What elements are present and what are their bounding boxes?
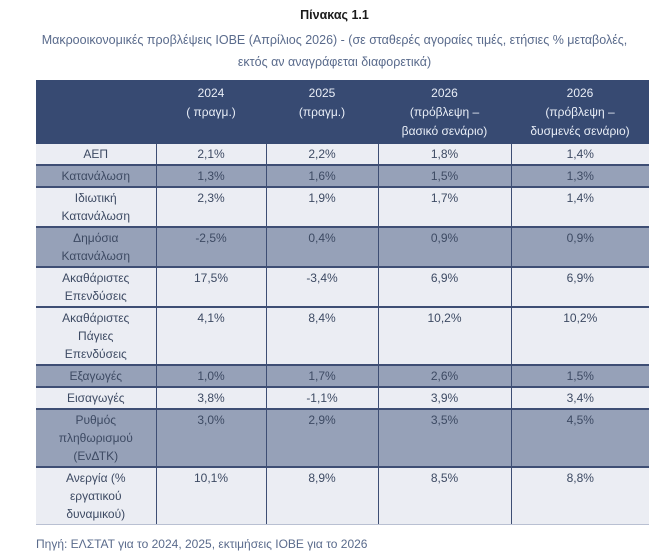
cell-value: 4,5%: [510, 409, 649, 468]
col-header-2024: 2024 ( πραγμ.): [156, 80, 266, 144]
cell-value: 8,8%: [510, 467, 649, 525]
cell-value: 1,9%: [265, 187, 378, 228]
header-row: 2024 ( πραγμ.) 2025 (πραγμ.) 2026 (πρόβλ…: [36, 80, 649, 144]
cell-value: 1,5%: [510, 365, 649, 388]
table-subtitle: Μακροοικονομικές προβλέψεις ΙΟΒΕ (Απρίλι…: [41, 33, 628, 69]
row-label: Κατανάλωση: [36, 165, 156, 188]
table-row: Ακαθάριστες Πάγιες Επενδύσεις 4,1% 8,4% …: [36, 307, 649, 366]
cell-value: 1,8%: [377, 144, 511, 166]
table-row: Ακαθάριστες Επενδύσεις 17,5% -3,4% 6,9% …: [36, 267, 649, 308]
cell-value: 1,4%: [510, 144, 649, 166]
cell-value: 0,9%: [510, 227, 649, 268]
cell-value: 1,5%: [377, 165, 511, 188]
cell-value: 3,9%: [377, 387, 511, 410]
cell-value: 1,0%: [155, 365, 266, 388]
row-label: Ακαθάριστες Επενδύσεις: [36, 267, 156, 308]
table-row: Κατανάλωση 1,3% 1,6% 1,5% 1,3%: [36, 165, 649, 188]
table-row: Εισαγωγές 3,8% -1,1% 3,9% 3,4%: [36, 387, 649, 410]
cell-value: 1,3%: [155, 165, 266, 188]
cell-value: 2,3%: [155, 187, 266, 228]
cell-value: -2,5%: [155, 227, 266, 268]
cell-value: 10,2%: [510, 307, 649, 366]
col-header-2025: 2025 (πραγμ.): [266, 80, 378, 144]
cell-value: 2,6%: [377, 365, 511, 388]
cell-value: 8,9%: [265, 467, 378, 525]
cell-value: 3,0%: [155, 409, 266, 468]
cell-value: 1,4%: [510, 187, 649, 228]
table-row: ΑΕΠ 2,1% 2,2% 1,8% 1,4%: [36, 144, 649, 166]
cell-value: 6,9%: [510, 267, 649, 308]
cell-value: 17,5%: [155, 267, 266, 308]
table-row: Ανεργία (% εργατικού δυναμικού) 10,1% 8,…: [36, 467, 649, 525]
cell-value: 4,1%: [155, 307, 266, 366]
cell-value: 1,7%: [377, 187, 511, 228]
cell-value: 0,4%: [265, 227, 378, 268]
cell-value: -3,4%: [265, 267, 378, 308]
source-note: Πηγή: ΕΛΣΤΑΤ για το 2024, 2025, εκτιμήσε…: [36, 537, 368, 551]
row-label: Ανεργία (% εργατικού δυναμικού): [36, 467, 156, 525]
table-row: Δημόσια Κατανάλωση -2,5% 0,4% 0,9% 0,9%: [36, 227, 649, 268]
row-label: Ιδιωτική Κατανάλωση: [36, 187, 156, 228]
macro-forecast-table: 2024 ( πραγμ.) 2025 (πραγμ.) 2026 (πρόβλ…: [36, 80, 649, 525]
row-label: Ακαθάριστες Πάγιες Επενδύσεις: [36, 307, 156, 366]
row-label: ΑΕΠ: [36, 144, 156, 166]
row-label: Εισαγωγές: [36, 387, 156, 410]
corner-cell: [36, 80, 156, 144]
cell-value: 1,7%: [265, 365, 378, 388]
table-title: Πίνακας 1.1: [300, 8, 369, 22]
cell-value: 2,9%: [265, 409, 378, 468]
cell-value: 0,9%: [377, 227, 511, 268]
row-label: Ρυθμός πληθωρισμού (ΕνΔΤΚ): [36, 409, 156, 468]
cell-value: 6,9%: [377, 267, 511, 308]
cell-value: 3,5%: [377, 409, 511, 468]
cell-value: 1,6%: [265, 165, 378, 188]
cell-value: 8,4%: [265, 307, 378, 366]
table-row: Ρυθμός πληθωρισμού (ΕνΔΤΚ) 3,0% 2,9% 3,5…: [36, 409, 649, 468]
cell-value: 3,4%: [510, 387, 649, 410]
cell-value: 2,2%: [265, 144, 378, 166]
cell-value: 10,2%: [377, 307, 511, 366]
col-header-2026-base: 2026 (πρόβλεψη – βασικό σενάριο): [378, 80, 511, 144]
cell-value: 2,1%: [155, 144, 266, 166]
table-row: Εξαγωγές 1,0% 1,7% 2,6% 1,5%: [36, 365, 649, 388]
row-label: Δημόσια Κατανάλωση: [36, 227, 156, 268]
cell-value: 10,1%: [155, 467, 266, 525]
cell-value: -1,1%: [265, 387, 378, 410]
row-label: Εξαγωγές: [36, 365, 156, 388]
cell-value: 1,3%: [510, 165, 649, 188]
cell-value: 3,8%: [155, 387, 266, 410]
cell-value: 8,5%: [377, 467, 511, 525]
table-row: Ιδιωτική Κατανάλωση 2,3% 1,9% 1,7% 1,4%: [36, 187, 649, 228]
col-header-2026-adverse: 2026 (πρόβλεψη – δυσμενές σενάριο): [511, 80, 649, 144]
